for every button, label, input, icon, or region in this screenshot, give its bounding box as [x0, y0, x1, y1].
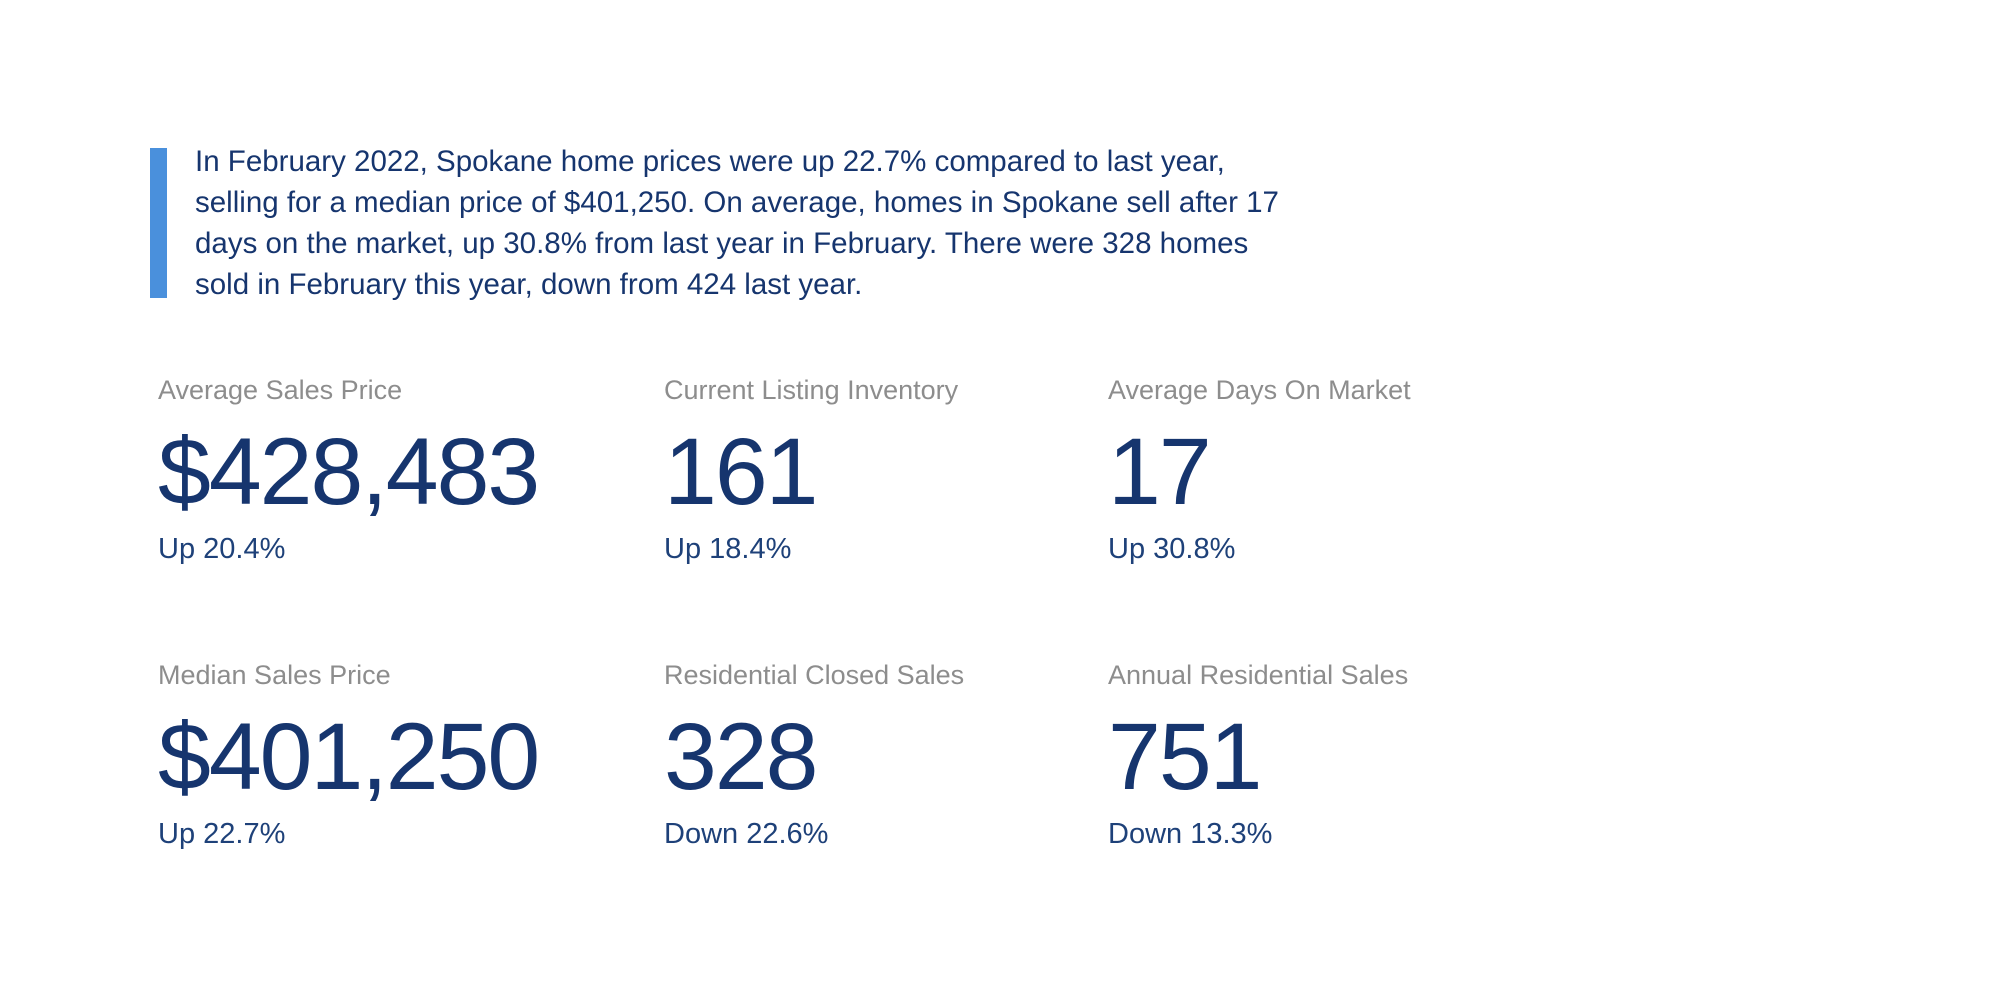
stat-card-average-days-on-market: Average Days On Market 17 Up 30.8% [1108, 375, 1728, 660]
stat-card-annual-residential-sales: Annual Residential Sales 751 Down 13.3% [1108, 660, 1728, 851]
summary-text-line: days on the market, up 30.8% from last y… [195, 227, 1249, 260]
stat-label: Annual Residential Sales [1108, 660, 1409, 690]
stat-value: $428,483 [158, 419, 540, 525]
summary-text-line: selling for a median price of $401,250. … [195, 186, 1279, 219]
stat-value: 17 [1108, 419, 1212, 525]
stat-change: Up 30.8% [1108, 533, 1236, 565]
stat-card-residential-closed-sales: Residential Closed Sales 328 Down 22.6% [664, 660, 1108, 851]
stat-value: 161 [664, 419, 819, 525]
stat-value: $401,250 [158, 704, 540, 810]
summary-accent-bar [150, 148, 167, 298]
stat-change: Down 22.6% [664, 818, 829, 850]
stat-card-current-listing-inventory: Current Listing Inventory 161 Up 18.4% [664, 375, 1108, 660]
stat-change: Up 18.4% [664, 533, 792, 565]
stat-change: Up 22.7% [158, 818, 286, 850]
stat-value: 328 [664, 704, 819, 810]
summary-text-line: In February 2022, Spokane home prices we… [195, 145, 1225, 178]
market-summary: In February 2022, Spokane home prices we… [150, 141, 1279, 305]
stat-value: 751 [1108, 704, 1263, 810]
stat-card-average-sales-price: Average Sales Price $428,483 Up 20.4% [158, 375, 664, 660]
stat-card-median-sales-price: Median Sales Price $401,250 Up 22.7% [158, 660, 664, 851]
stat-label: Average Days On Market [1108, 375, 1411, 405]
stat-label: Residential Closed Sales [664, 660, 965, 690]
summary-text: In February 2022, Spokane home prices we… [195, 141, 1279, 305]
stat-change: Down 13.3% [1108, 818, 1273, 850]
stat-label: Median Sales Price [158, 660, 391, 690]
stats-grid: Average Sales Price $428,483 Up 20.4% Cu… [158, 375, 1728, 851]
stat-label: Average Sales Price [158, 375, 403, 405]
summary-text-line: sold in February this year, down from 42… [195, 268, 863, 301]
stat-label: Current Listing Inventory [664, 375, 959, 405]
stat-change: Up 20.4% [158, 533, 286, 565]
